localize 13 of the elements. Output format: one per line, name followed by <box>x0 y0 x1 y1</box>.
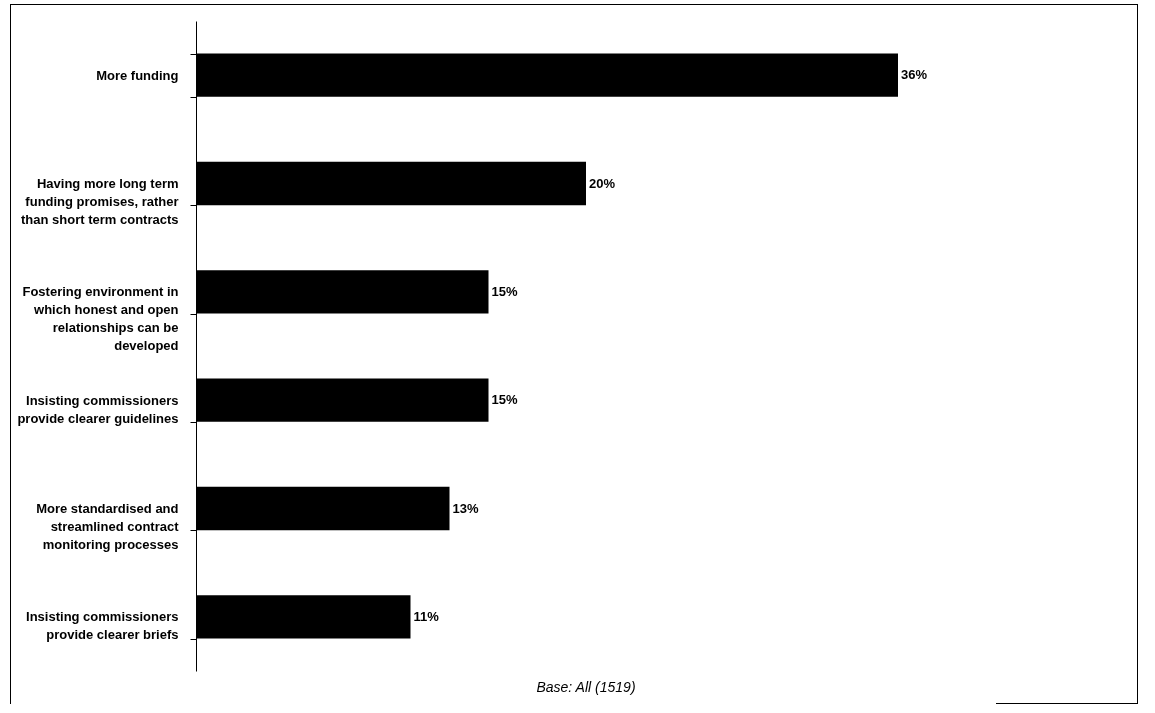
y-tick-label: Having more long term funding promises, rather than short term contracts <box>21 176 179 227</box>
data-label: 20% <box>589 175 616 191</box>
data-label: 15% <box>491 392 518 408</box>
y-tick-label: More funding <box>96 67 179 83</box>
y-tick-label: Fostering environment in which honest and open relationships can be developed <box>22 284 179 354</box>
y-tick-label: More standardised and streamlined contract monitoring processes <box>36 501 180 552</box>
data-label: 15% <box>491 283 518 299</box>
text: Base: All (1519) <box>536 679 636 695</box>
data-label: 36% <box>901 67 928 83</box>
data-label: 11% <box>413 608 440 624</box>
y-tick-label: Insisting commissioners provide clearer briefs <box>26 609 179 643</box>
y-tick-label: Insisting commissioners provide clearer guidelines <box>17 392 179 426</box>
data-label: 13% <box>452 500 479 516</box>
